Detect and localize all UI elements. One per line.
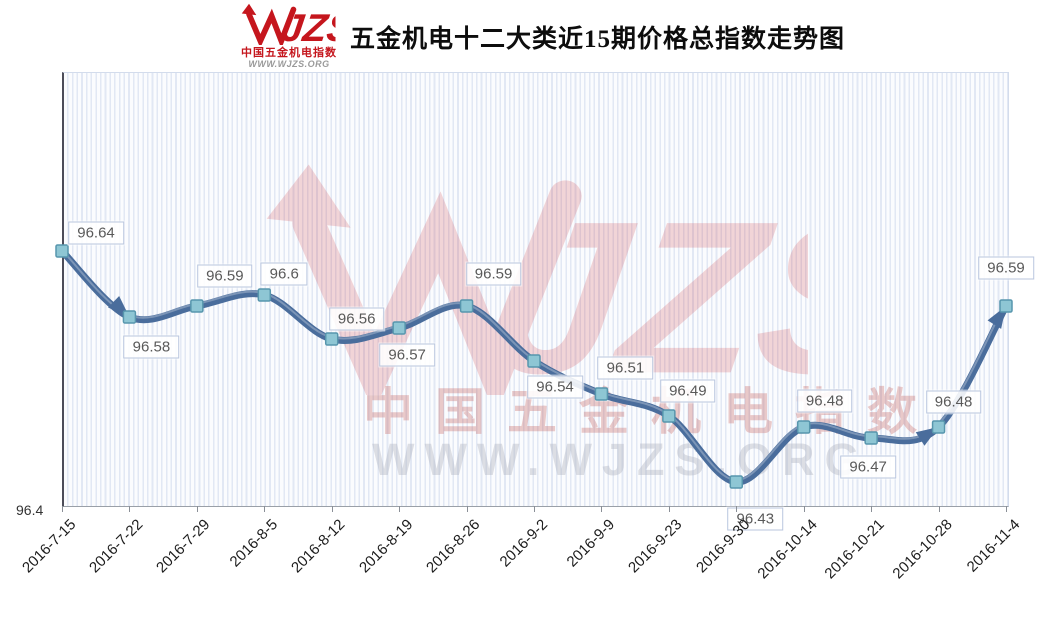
x-axis-label: 2016-9-9 xyxy=(563,516,619,571)
x-axis-tick xyxy=(938,506,940,512)
x-axis-label: 2016-7-22 xyxy=(86,516,147,577)
data-label: 96.58 xyxy=(123,335,180,359)
x-axis-label: 2016-11-4 xyxy=(963,516,1024,576)
x-axis-label: 2016-10-28 xyxy=(889,516,956,583)
plot-area xyxy=(62,72,1009,507)
x-axis-tick xyxy=(871,506,873,512)
x-axis-label: 2016-9-30 xyxy=(692,516,754,577)
logo-subtitle: 中国五金机电指数 xyxy=(241,47,337,59)
x-axis-label: 2016-7-15 xyxy=(18,516,80,577)
x-axis-tick xyxy=(668,506,670,512)
wjzs-logo-icon xyxy=(233,3,341,45)
x-axis-label: 2016-9-23 xyxy=(625,516,686,577)
data-label: 96.59 xyxy=(978,256,1034,280)
x-axis-tick xyxy=(803,506,805,512)
logo-url: WWW.WJZS.ORG xyxy=(248,59,330,69)
x-axis-label: 2016-7-29 xyxy=(153,516,214,577)
x-axis-tick xyxy=(196,506,198,512)
x-axis-tick xyxy=(399,506,401,512)
x-axis-tick xyxy=(534,506,535,512)
data-label: 96.47 xyxy=(840,455,896,479)
x-axis-tick xyxy=(62,506,63,512)
data-label: 96.56 xyxy=(328,307,385,331)
y-axis-label: 96.4 xyxy=(16,502,44,518)
data-label: 96.6 xyxy=(260,262,308,286)
x-axis-label: 2016-9-2 xyxy=(496,516,552,571)
data-label: 96.48 xyxy=(796,389,853,413)
x-axis-tick xyxy=(264,506,266,512)
x-axis-tick xyxy=(601,506,603,512)
x-axis-tick xyxy=(466,506,468,512)
data-label: 96.51 xyxy=(597,356,654,380)
x-axis-label: 2016-10-21 xyxy=(821,516,889,583)
data-label: 96.59 xyxy=(465,262,522,286)
x-axis-tick xyxy=(736,506,738,512)
data-label: 96.48 xyxy=(925,390,982,414)
data-label: 96.57 xyxy=(379,343,435,367)
data-label: 96.59 xyxy=(197,264,253,288)
data-label: 96.64 xyxy=(68,221,124,245)
data-label: 96.49 xyxy=(660,379,716,403)
x-axis-label: 2016-8-5 xyxy=(226,516,282,571)
data-label: 96.43 xyxy=(727,507,784,531)
x-axis-label: 2016-8-12 xyxy=(288,516,349,577)
data-label: 96.54 xyxy=(527,375,583,399)
brand-logo: 中国五金机电指数 WWW.WJZS.ORG xyxy=(233,3,345,69)
x-axis-label: 2016-8-19 xyxy=(355,516,417,577)
x-axis-tick xyxy=(331,506,333,512)
x-axis-tick xyxy=(129,506,131,512)
x-axis-tick xyxy=(1006,506,1007,512)
page-title: 五金机电十二大类近15期价格总指数走势图 xyxy=(350,26,846,53)
x-axis-label: 2016-8-26 xyxy=(423,516,484,577)
